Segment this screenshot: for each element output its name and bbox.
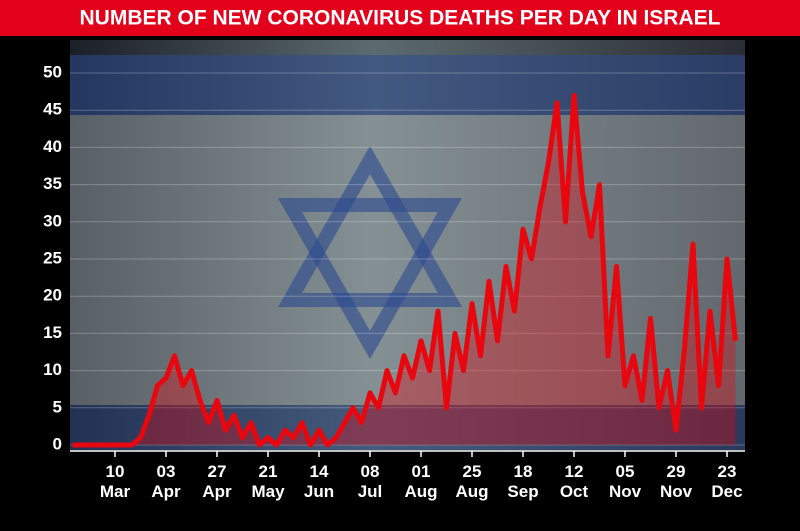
- x-tick-label: 21 May: [251, 462, 285, 501]
- y-tick-label: 40: [43, 137, 62, 156]
- chart-title: NUMBER OF NEW CORONAVIRUS DEATHS PER DAY…: [80, 7, 721, 30]
- y-tick-label: 15: [43, 323, 62, 342]
- x-tick-label: 18 Sep: [507, 462, 539, 501]
- y-tick-label: 5: [53, 397, 62, 416]
- y-tick-label: 25: [43, 248, 62, 267]
- star-of-david: [277, 198, 463, 360]
- x-tick-label: 29 Nov: [659, 462, 693, 501]
- x-tick-label: 12 Oct: [559, 462, 589, 501]
- y-tick-label: 50: [43, 62, 62, 81]
- x-tick-label: 14 Jun: [303, 462, 335, 501]
- title-band: [0, 0, 800, 36]
- y-tick-label: 30: [43, 211, 62, 230]
- y-tick-label: 0: [53, 434, 62, 453]
- x-tick-label: 25 Aug: [455, 462, 489, 501]
- y-tick-label: 10: [43, 360, 62, 379]
- plot-area: 0 5 10 15 20 25 30 35 40 45 50: [43, 62, 745, 457]
- x-tick-label: 23 Dec: [711, 462, 743, 501]
- flag-stripe: [70, 405, 745, 450]
- x-tick-label: 10 Mar: [99, 462, 131, 501]
- x-tick-label: 08 Jul: [357, 462, 383, 501]
- x-tick-label: 03 Apr: [151, 462, 181, 501]
- line: [72, 92, 738, 448]
- flag-stripe: [70, 55, 745, 115]
- y-tick-label: 35: [43, 174, 62, 193]
- x-tick-label: 05 Nov: [608, 462, 642, 501]
- x-tick-label: 01 Aug: [404, 462, 438, 501]
- star-of-david: [277, 145, 463, 307]
- y-tick-label: 20: [43, 286, 62, 305]
- x-tick-label: 27 Apr: [202, 462, 232, 501]
- y-tick-label: 45: [43, 100, 62, 119]
